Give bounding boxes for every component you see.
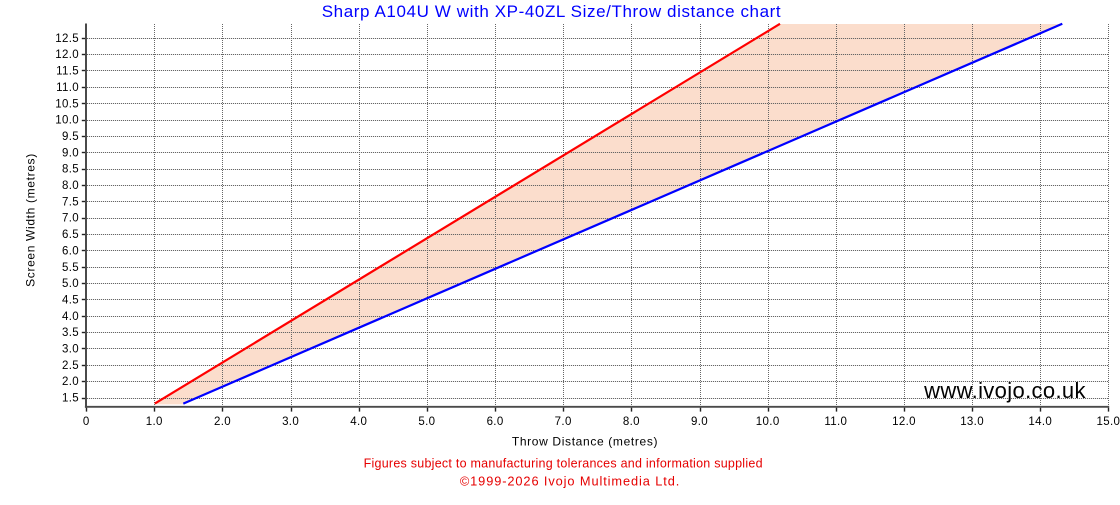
svg-text:0: 0 [83, 416, 90, 428]
svg-text:8.0: 8.0 [62, 180, 79, 192]
svg-text:12.0: 12.0 [892, 416, 916, 428]
svg-text:9.5: 9.5 [62, 131, 79, 143]
svg-text:www.ivojo.co.uk: www.ivojo.co.uk [923, 378, 1086, 403]
svg-text:11.0: 11.0 [56, 82, 79, 94]
svg-text:5.0: 5.0 [418, 416, 435, 428]
svg-text:10.0: 10.0 [756, 416, 780, 428]
svg-text:1.5: 1.5 [62, 393, 79, 405]
svg-text:7.0: 7.0 [62, 213, 79, 225]
svg-text:6.0: 6.0 [62, 245, 79, 257]
svg-text:Screen Width (metres): Screen Width (metres) [24, 153, 38, 287]
svg-text:2.0: 2.0 [62, 376, 79, 388]
svg-text:6.5: 6.5 [62, 229, 79, 241]
svg-text:9.0: 9.0 [62, 147, 79, 159]
svg-text:Sharp A104U W with XP-40ZL Siz: Sharp A104U W with XP-40ZL Size/Throw di… [322, 2, 782, 21]
svg-text:Figures subject to manufacturi: Figures subject to manufacturing toleran… [364, 456, 763, 470]
svg-text:8.5: 8.5 [62, 164, 79, 176]
svg-text:9.0: 9.0 [691, 416, 708, 428]
svg-text:7.5: 7.5 [62, 196, 79, 208]
svg-text:5.0: 5.0 [62, 278, 79, 290]
svg-text:12.5: 12.5 [55, 33, 79, 45]
svg-text:4.0: 4.0 [350, 416, 367, 428]
svg-text:7.0: 7.0 [555, 416, 572, 428]
svg-text:2.0: 2.0 [214, 416, 231, 428]
svg-text:10.0: 10.0 [55, 115, 79, 127]
svg-text:Throw Distance (metres): Throw Distance (metres) [512, 435, 658, 449]
svg-text:4.5: 4.5 [62, 295, 79, 307]
svg-text:15.0: 15.0 [1097, 416, 1120, 428]
svg-text:4.0: 4.0 [62, 311, 79, 323]
svg-text:©1999-2026 Ivojo Multimedia Lt: ©1999-2026 Ivojo Multimedia Ltd. [460, 473, 680, 488]
svg-text:3.5: 3.5 [62, 327, 79, 339]
svg-text:3.0: 3.0 [62, 344, 79, 356]
svg-text:12.0: 12.0 [55, 49, 79, 61]
svg-text:2.5: 2.5 [62, 360, 79, 372]
svg-text:11.5: 11.5 [56, 66, 79, 78]
svg-text:11.0: 11.0 [824, 416, 847, 428]
svg-text:5.5: 5.5 [62, 262, 79, 274]
svg-text:3.0: 3.0 [282, 416, 299, 428]
svg-text:6.0: 6.0 [487, 416, 504, 428]
svg-text:13.0: 13.0 [960, 416, 984, 428]
svg-text:1.0: 1.0 [146, 416, 163, 428]
svg-text:14.0: 14.0 [1028, 416, 1052, 428]
svg-text:10.5: 10.5 [55, 98, 79, 110]
svg-text:8.0: 8.0 [623, 416, 640, 428]
